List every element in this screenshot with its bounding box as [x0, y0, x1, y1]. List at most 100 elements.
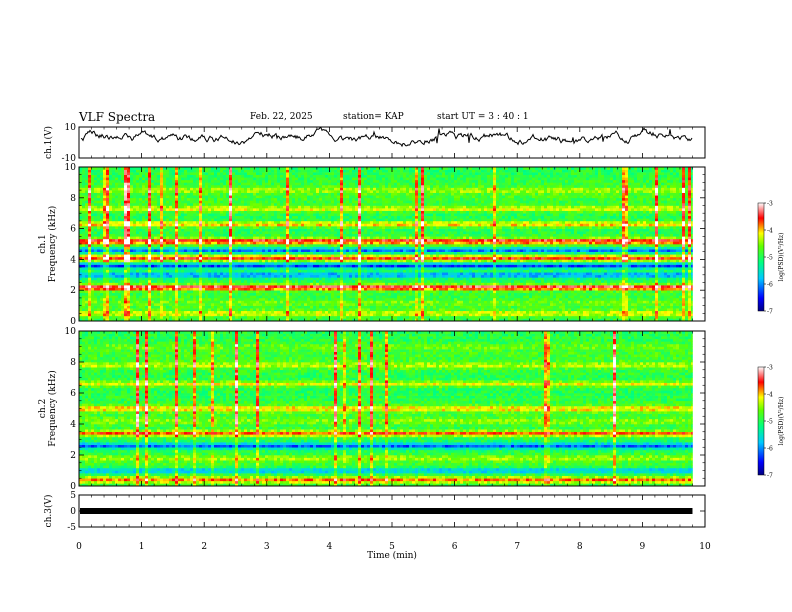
ch1-spectrogram-cell [607, 311, 610, 314]
ch1-spectrogram-cell [340, 300, 343, 303]
ch1-spectrogram-cell [382, 295, 385, 298]
ch1-spectrogram-cell [664, 311, 667, 314]
ch1-spectrogram-cell [553, 308, 556, 311]
ch1-spectrogram-cell [259, 285, 262, 288]
ch1-spectrogram-cell [514, 293, 517, 296]
ch1-spectrogram-cell [259, 311, 262, 314]
ch1-spectrogram-cell [535, 311, 538, 314]
ch1-spectrogram-cell [133, 308, 136, 311]
ch1-spectrogram-cell [559, 295, 562, 298]
ch1-spectrogram-cell [310, 293, 313, 296]
ch1-spectrogram-cell [451, 306, 454, 309]
ch1-spectrogram-cell [529, 298, 532, 301]
ch1-spectrogram-cell [691, 306, 693, 309]
ch1-spectrogram-cell [280, 313, 283, 316]
ch1-spectrogram-cell [397, 290, 400, 293]
ch1-spectrogram-cell [193, 285, 196, 288]
ch1-spectrogram-cell [646, 295, 649, 298]
ch1-spectrogram-cell [622, 311, 625, 314]
ch1-spectrogram-cell [340, 298, 343, 301]
ch1-spectrogram-cell [592, 308, 595, 311]
ch1-spectrogram-cell [514, 290, 517, 293]
ch1-spectrogram-cell [658, 303, 661, 306]
ch1-spectrogram-cell [616, 308, 619, 311]
ch1-spectrogram-cell [148, 298, 151, 301]
ch1-spectrogram-cell [184, 290, 187, 293]
ch1-spectrogram-cell [544, 313, 547, 316]
ch1-spectrogram-cell [331, 298, 334, 301]
ch1-spectrogram-cell [535, 306, 538, 309]
ch1-spectrogram-cell [628, 290, 631, 293]
ch1-spectrogram-cell [247, 298, 250, 301]
ch1-spectrogram-cell [622, 290, 625, 293]
ch1-spectrogram-cell [664, 306, 667, 309]
ch1-spectrogram-cell [475, 313, 478, 316]
ch1-spectrogram-cell [151, 285, 154, 288]
ch1-spectrogram-cell [658, 298, 661, 301]
ch1-spectrogram-cell [340, 308, 343, 311]
ch1-spectrogram-cell [601, 316, 604, 319]
ch1-spectrogram-cell [367, 288, 370, 291]
ch1-spectrogram-cell [181, 303, 184, 306]
ch1-spectrogram-cell [622, 308, 625, 311]
ch1-spectrogram-cell [253, 290, 256, 293]
ch1-spectrogram-cell [568, 306, 571, 309]
ch1-spectrogram-cell [82, 316, 85, 319]
ch1-spectrogram-cell [322, 311, 325, 314]
ch1-spectrogram-cell [424, 313, 427, 316]
ch1-spectrogram-cell [583, 288, 586, 291]
ch1-spectrogram-cell [145, 303, 148, 306]
ch1-spectrogram-cell [418, 300, 421, 303]
ch1-spectrogram-cell [553, 316, 556, 319]
ch1-spectrogram-cell [394, 316, 397, 319]
ch1-spectrogram-cell [520, 290, 523, 293]
ch1-spectrogram-cell [412, 288, 415, 291]
ch1-spectrogram-cell [265, 300, 268, 303]
ch1-spectrogram-cell [181, 306, 184, 309]
ch1-spectrogram-cell [517, 313, 520, 316]
ch1-spectrogram-cell [565, 293, 568, 296]
ch1-spectrogram-cell [445, 288, 448, 291]
ch1-spectrogram-cell [652, 288, 655, 291]
ch1-spectrogram-cell [94, 290, 97, 293]
ch1-spectrogram-cell [433, 288, 436, 291]
ch1-spectrogram-cell [520, 298, 523, 301]
ch1-spectrogram-cell [85, 303, 88, 306]
ch1-spectrogram-cell [415, 308, 418, 311]
ch1-spectrogram-cell [622, 316, 625, 319]
ch1-spectrogram-cell [103, 290, 106, 293]
ch1-spectrogram-cell [154, 311, 157, 314]
ch1-spectrogram-cell [364, 288, 367, 291]
ch1-spectrogram-cell [520, 308, 523, 311]
ch1-spectrogram-cell [232, 308, 235, 311]
ch1-spectrogram-cell [88, 290, 91, 293]
ch1-spectrogram-cell [142, 303, 145, 306]
ch1-spectrogram-cell [286, 308, 289, 311]
ch1-spectrogram-cell [538, 295, 541, 298]
ch1-spectrogram-cell [385, 290, 388, 293]
ch1-spectrogram-cell [298, 285, 301, 288]
ch1-spectrogram-cell [130, 306, 133, 309]
ch1-spectrogram-cell [358, 288, 361, 291]
ch1-spectrogram-cell [553, 300, 556, 303]
ch1-spectrogram-cell [169, 313, 172, 316]
ch1-spectrogram-cell [94, 308, 97, 311]
ch1-spectrogram-cell [361, 311, 364, 314]
ch1-spectrogram-cell [325, 298, 328, 301]
ch1-spectrogram-cell [544, 298, 547, 301]
ch1-spectrogram-cell [226, 316, 229, 319]
ch1-spectrogram-cell [601, 313, 604, 316]
ch1-spectrogram-cell [490, 290, 493, 293]
ch1-spectrogram-cell [235, 316, 238, 319]
ch1-spectrogram-cell [676, 290, 679, 293]
ch1-spectrogram-cell [109, 288, 112, 291]
ch1-spectrogram-cell [661, 313, 664, 316]
ch1-spectrogram-cell [271, 311, 274, 314]
ch1-spectrogram-cell [442, 293, 445, 296]
ch1-spectrogram-cell [94, 306, 97, 309]
ch1-spectrogram-cell [439, 311, 442, 314]
ch1-spectrogram-cell [208, 308, 211, 311]
ch1-spectrogram-cell [358, 311, 361, 314]
ch1-spectrogram-cell [430, 306, 433, 309]
ch1-spectrogram-cell [298, 308, 301, 311]
